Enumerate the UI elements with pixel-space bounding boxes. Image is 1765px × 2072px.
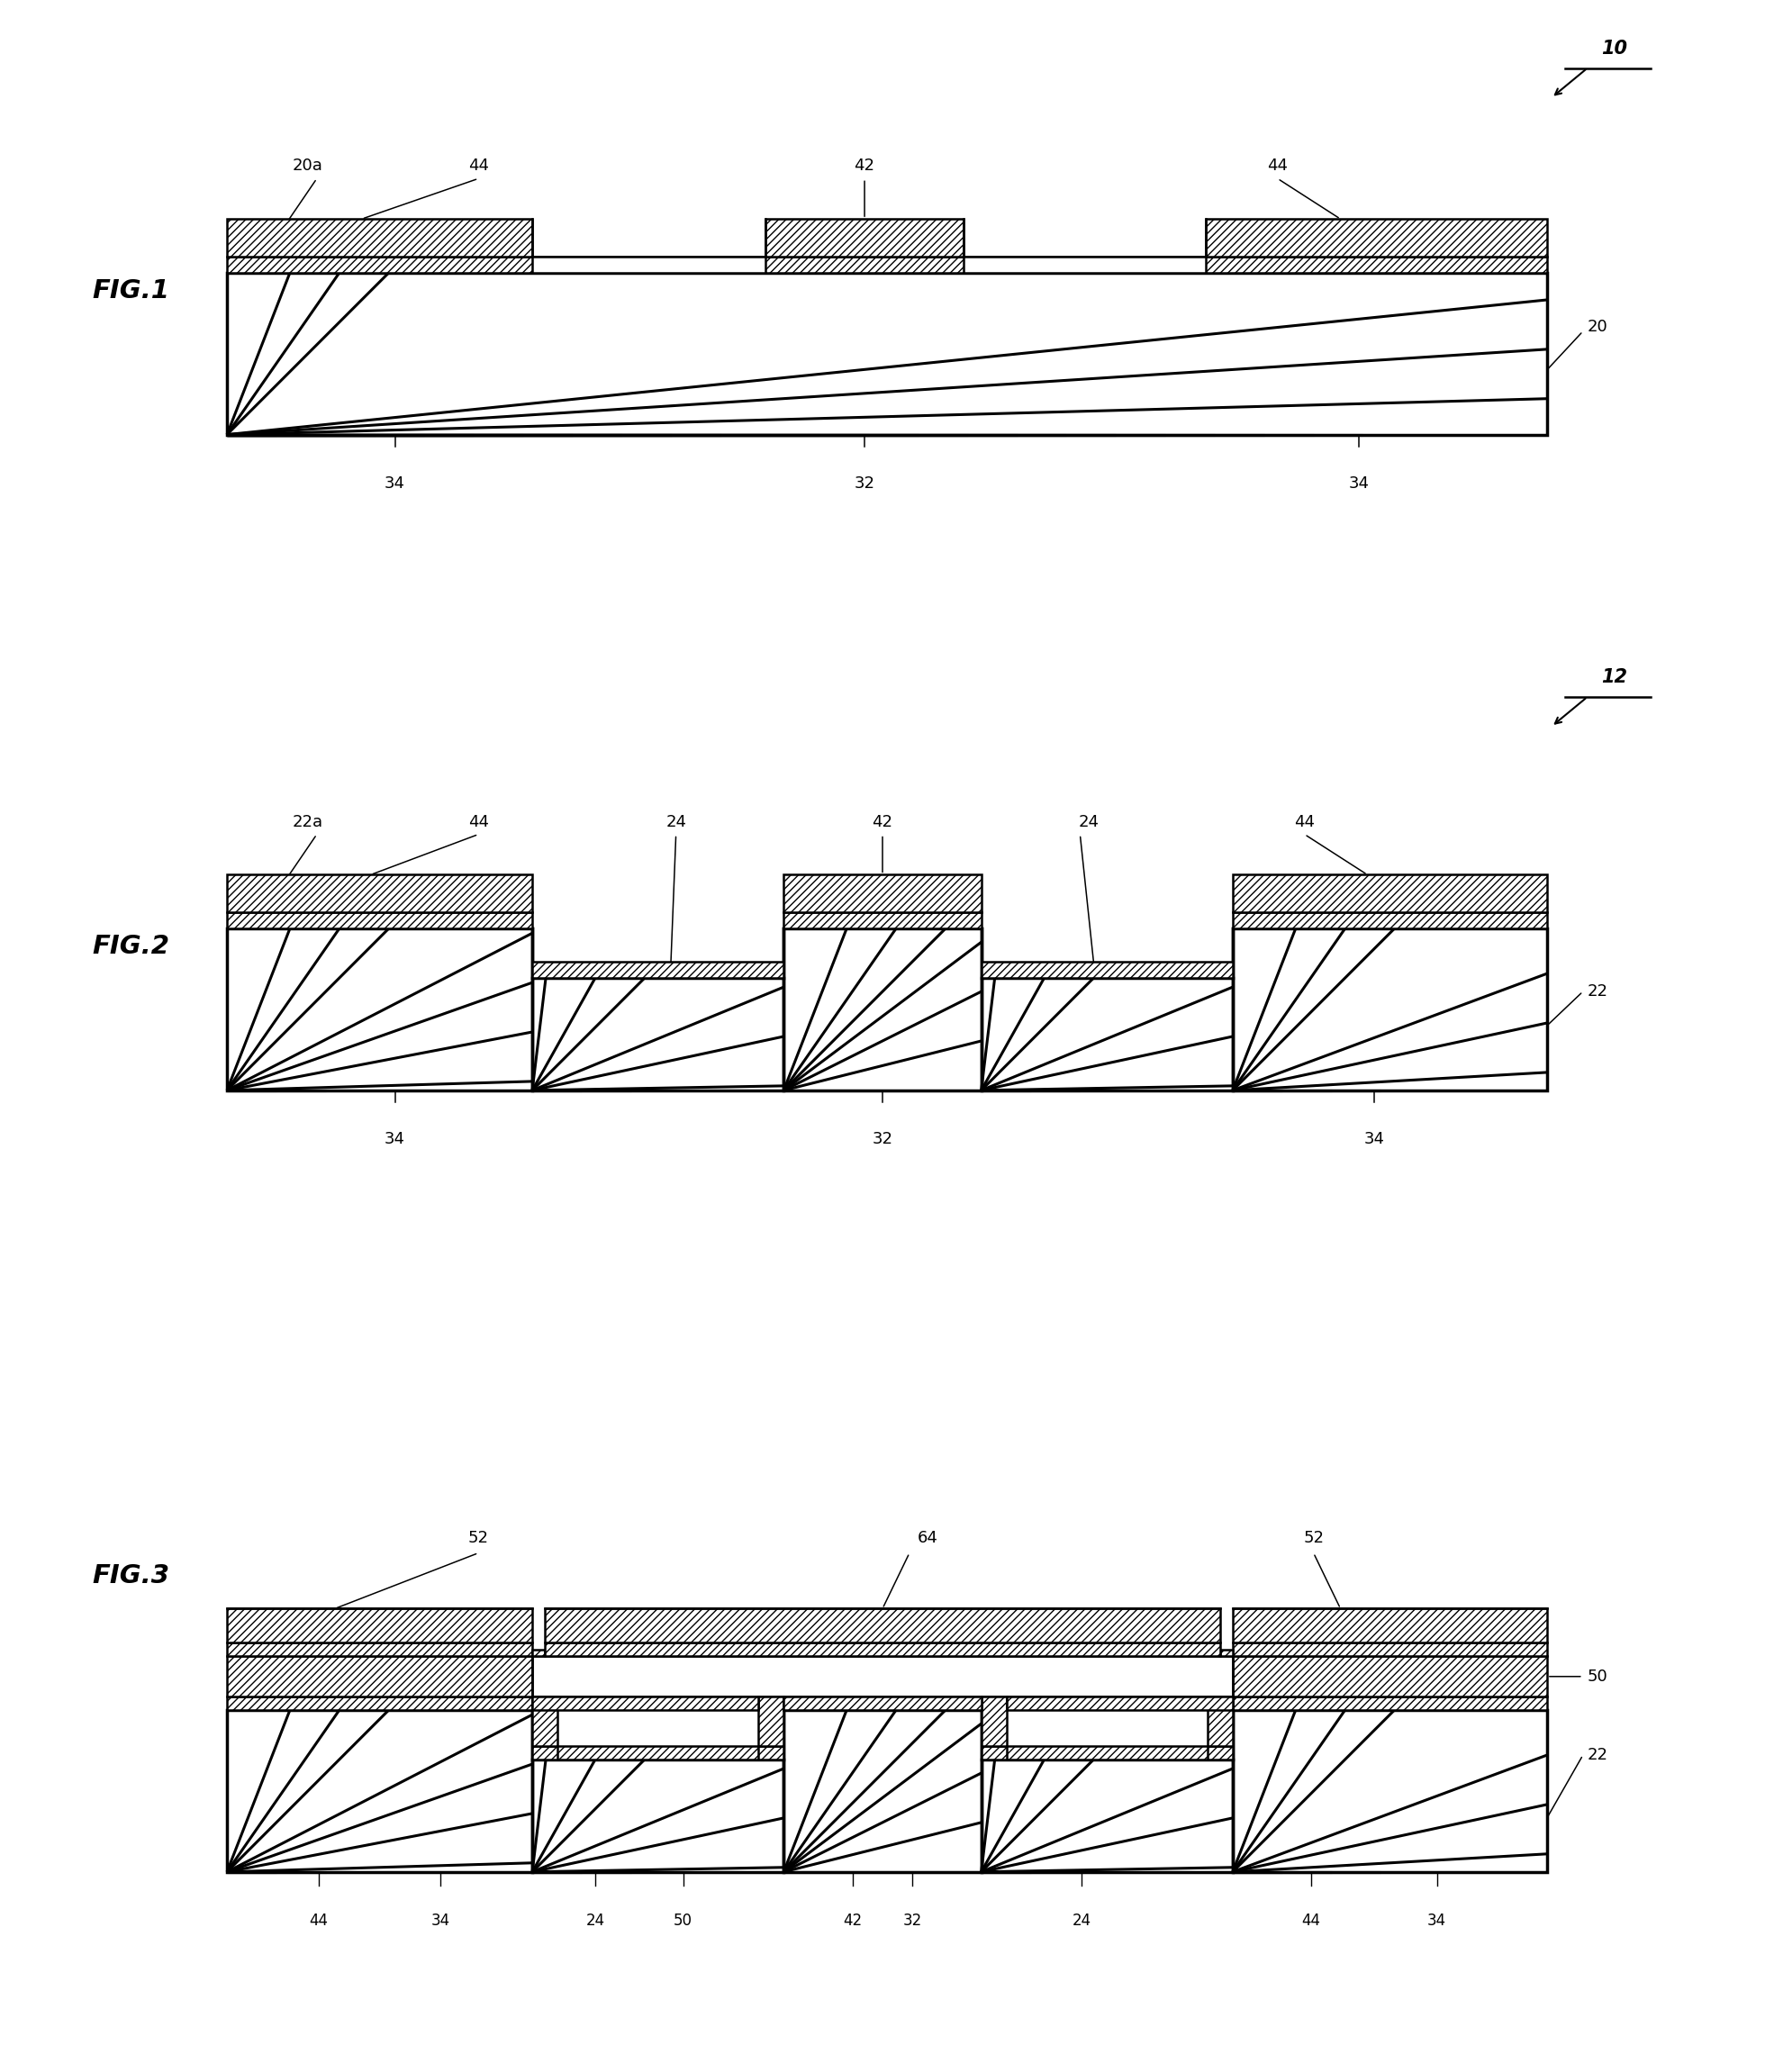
- Polygon shape: [1207, 1697, 1232, 1747]
- Text: 42: 42: [844, 1912, 863, 1929]
- Text: 32: 32: [902, 1912, 921, 1929]
- Text: 44: 44: [1267, 157, 1288, 174]
- Polygon shape: [759, 1697, 784, 1747]
- Polygon shape: [981, 1697, 1006, 1747]
- Polygon shape: [533, 1697, 759, 1709]
- Text: 24: 24: [665, 814, 687, 831]
- Text: 34: 34: [385, 1131, 406, 1148]
- Polygon shape: [228, 874, 533, 912]
- Polygon shape: [1205, 220, 1546, 257]
- Polygon shape: [545, 1643, 1220, 1656]
- Polygon shape: [784, 1697, 981, 1709]
- Polygon shape: [1232, 912, 1546, 928]
- Polygon shape: [558, 1697, 759, 1747]
- Text: 64: 64: [918, 1529, 937, 1546]
- Text: 62: 62: [358, 1658, 379, 1674]
- Text: 24: 24: [1073, 1912, 1091, 1929]
- Text: FIG.2: FIG.2: [92, 934, 169, 959]
- Polygon shape: [784, 1697, 981, 1709]
- Polygon shape: [533, 1697, 558, 1747]
- Polygon shape: [1220, 1649, 1232, 1656]
- Polygon shape: [558, 1747, 759, 1759]
- Polygon shape: [1232, 1643, 1546, 1656]
- Polygon shape: [228, 1656, 533, 1697]
- Text: 44: 44: [468, 157, 489, 174]
- Polygon shape: [228, 1608, 533, 1643]
- Polygon shape: [1232, 1656, 1546, 1697]
- Text: 10: 10: [1601, 39, 1627, 58]
- Text: FIG.1: FIG.1: [92, 278, 169, 303]
- Text: 42: 42: [872, 814, 893, 831]
- Text: 20: 20: [1587, 319, 1608, 336]
- Text: 34: 34: [1348, 474, 1370, 491]
- Polygon shape: [533, 928, 784, 978]
- Polygon shape: [1232, 1697, 1546, 1709]
- Polygon shape: [981, 928, 1232, 978]
- Polygon shape: [1232, 1608, 1546, 1643]
- Polygon shape: [228, 1697, 533, 1709]
- Text: 34: 34: [385, 474, 406, 491]
- Text: 34: 34: [431, 1912, 450, 1929]
- Polygon shape: [964, 257, 1205, 274]
- Polygon shape: [533, 1649, 545, 1656]
- Text: 32: 32: [854, 474, 875, 491]
- Polygon shape: [533, 1747, 784, 1759]
- Polygon shape: [981, 1709, 1232, 1759]
- Text: 44: 44: [1294, 814, 1315, 831]
- Text: 32: 32: [872, 1131, 893, 1148]
- Polygon shape: [533, 1656, 1232, 1697]
- Polygon shape: [1006, 1747, 1207, 1759]
- Text: FIG.3: FIG.3: [92, 1562, 169, 1587]
- Polygon shape: [1006, 1697, 1232, 1709]
- Polygon shape: [533, 961, 784, 978]
- Polygon shape: [545, 1608, 1220, 1643]
- Text: 34: 34: [1364, 1131, 1384, 1148]
- Polygon shape: [784, 874, 981, 912]
- Text: 52: 52: [468, 1529, 489, 1546]
- Polygon shape: [784, 912, 981, 928]
- Polygon shape: [533, 257, 766, 274]
- Text: 50: 50: [674, 1912, 692, 1929]
- Polygon shape: [766, 220, 964, 257]
- Polygon shape: [533, 1709, 784, 1759]
- Polygon shape: [228, 257, 1546, 274]
- Polygon shape: [1232, 874, 1546, 912]
- Text: 20a: 20a: [293, 157, 323, 174]
- Polygon shape: [228, 912, 533, 928]
- Text: 22: 22: [1587, 1747, 1608, 1763]
- Polygon shape: [1006, 1697, 1207, 1747]
- Text: 22: 22: [1587, 984, 1608, 999]
- Text: 24: 24: [1078, 814, 1100, 831]
- Polygon shape: [981, 961, 1232, 978]
- Text: 12: 12: [1601, 667, 1627, 686]
- Text: 52: 52: [1303, 1529, 1324, 1546]
- Text: 44: 44: [468, 814, 489, 831]
- Text: 34: 34: [1428, 1912, 1447, 1929]
- Polygon shape: [981, 1747, 1232, 1759]
- Polygon shape: [228, 1643, 533, 1656]
- Text: 42: 42: [854, 157, 875, 174]
- Text: 24: 24: [586, 1912, 605, 1929]
- Text: 50: 50: [233, 1668, 254, 1685]
- Text: 44: 44: [309, 1912, 328, 1929]
- Text: 44: 44: [1303, 1912, 1320, 1929]
- Text: 50: 50: [1587, 1668, 1608, 1685]
- Polygon shape: [228, 220, 533, 257]
- Text: 22a: 22a: [293, 814, 323, 831]
